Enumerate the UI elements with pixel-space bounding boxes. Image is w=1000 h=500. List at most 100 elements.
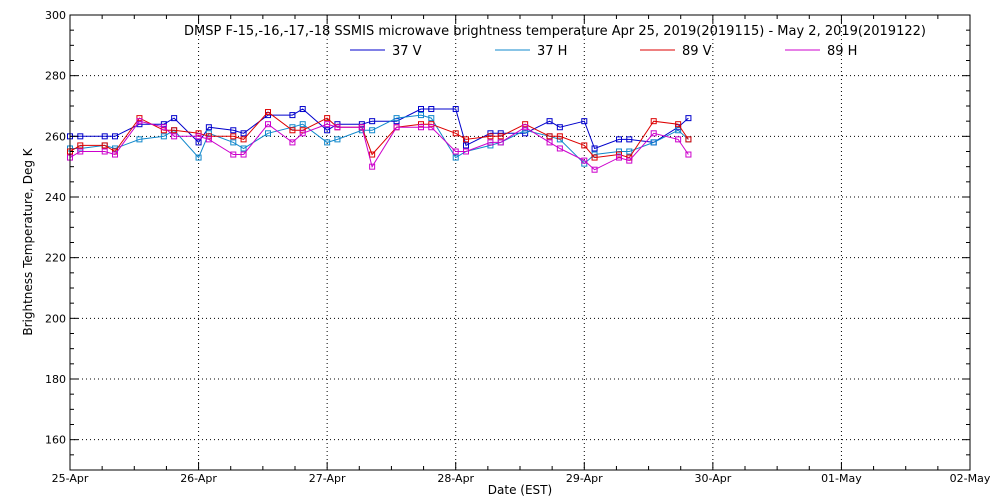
data-point: [369, 151, 376, 158]
legend: 37 V 37 H 89 V 89 H: [350, 44, 857, 59]
y-tick-label: 160: [45, 434, 66, 447]
series-line-37-h: [70, 114, 689, 165]
data-point: [591, 166, 598, 173]
data-point: [195, 139, 202, 146]
data-point: [616, 154, 622, 161]
data-point: [452, 148, 459, 155]
data-point: [240, 151, 247, 158]
data-point: [324, 115, 331, 122]
data-point: [626, 148, 633, 155]
data-point: [591, 154, 598, 161]
data-point: [205, 124, 212, 131]
data-point: [463, 148, 469, 155]
y-tick-label: 220: [45, 252, 66, 265]
data-point: [299, 106, 306, 113]
data-point: [265, 130, 271, 137]
data-point: [171, 115, 178, 122]
series-line-89-v: [69, 111, 689, 159]
data-point: [428, 115, 435, 122]
x-tick-label: 02-May: [950, 472, 991, 485]
data-point: [650, 130, 657, 137]
data-point: [581, 118, 588, 125]
data-point: [497, 133, 504, 140]
data-point: [289, 127, 296, 134]
data-point: [626, 157, 633, 164]
series-line-37-v: [70, 108, 689, 150]
data-point: [418, 106, 424, 113]
data-point: [463, 142, 469, 149]
data-point: [487, 133, 494, 140]
data-point: [546, 118, 553, 125]
y-tick-label: 280: [45, 70, 66, 83]
legend-label: 89 V: [682, 44, 712, 59]
series-line-89-h: [69, 120, 689, 171]
y-tick-label: 260: [45, 130, 66, 143]
data-point: [546, 133, 553, 140]
data-point: [160, 124, 167, 131]
data-point: [240, 145, 247, 152]
data-point: [230, 139, 237, 146]
data-point: [418, 124, 424, 131]
data-point: [136, 136, 143, 143]
data-point: [497, 139, 504, 146]
legend-label: 89 H: [827, 44, 857, 59]
legend-label: 37 H: [537, 44, 567, 59]
data-point: [650, 139, 657, 146]
y-tick-label: 240: [45, 191, 66, 204]
data-point: [487, 139, 494, 146]
data-point: [324, 139, 331, 146]
data-point: [463, 136, 469, 143]
ticks-group: 25-Apr 26-Apr 27-Apr 28-Apr 29-Apr 30-Apr 01-M…: [45, 9, 991, 485]
data-point: [265, 121, 271, 128]
legend-label: 37 V: [392, 44, 422, 59]
data-point: [77, 142, 84, 149]
data-point: [324, 127, 331, 134]
data-point: [452, 106, 459, 113]
data-point: [136, 118, 143, 125]
data-point: [171, 127, 178, 134]
data-point: [171, 133, 178, 140]
x-axis-title: Date (EST): [488, 483, 552, 497]
data-point: [581, 157, 588, 164]
data-point: [265, 109, 271, 116]
data-point: [160, 133, 167, 140]
data-point: [418, 112, 424, 119]
data-point: [591, 145, 598, 152]
data-point: [230, 133, 237, 140]
data-point: [685, 136, 692, 143]
data-point: [289, 139, 296, 146]
y-tick-label: 300: [45, 9, 66, 22]
data-point: [369, 127, 376, 134]
data-point: [334, 136, 341, 143]
y-tick-label: 180: [45, 373, 66, 386]
x-tick-label: 26-Apr: [180, 472, 217, 485]
data-point: [581, 142, 588, 149]
data-point: [240, 130, 247, 137]
data-point: [556, 145, 563, 152]
data-point: [240, 136, 247, 143]
data-point: [522, 124, 529, 131]
x-tick-label: 27-Apr: [309, 472, 346, 485]
data-point: [101, 148, 108, 155]
data-point: [626, 136, 633, 143]
x-tick-label: 25-Apr: [52, 472, 89, 485]
series-group: [67, 106, 692, 173]
data-point: [230, 127, 237, 134]
data-point: [136, 115, 143, 122]
data-point: [452, 154, 459, 161]
x-tick-label: 29-Apr: [566, 472, 603, 485]
data-point: [195, 154, 202, 161]
data-point: [369, 163, 376, 170]
data-point: [556, 124, 563, 131]
chart-title: DMSP F-15,-16,-17,-18 SSMIS microwave br…: [184, 24, 926, 39]
x-tick-label: 28-Apr: [437, 472, 474, 485]
data-point: [101, 133, 108, 140]
data-point: [428, 124, 435, 131]
data-point: [616, 151, 622, 158]
data-point: [77, 148, 84, 155]
data-point: [393, 115, 400, 122]
data-point: [299, 130, 306, 137]
data-point: [452, 130, 459, 137]
